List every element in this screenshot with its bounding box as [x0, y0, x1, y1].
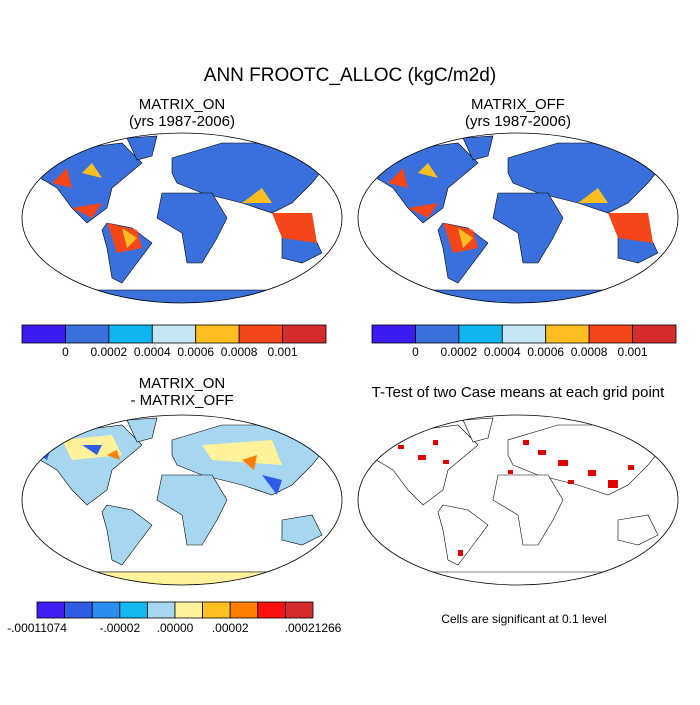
panel-title: MATRIX_ON — [139, 375, 225, 392]
colorbar-box — [108, 324, 153, 344]
panel-subtitle: - MATRIX_OFF — [130, 392, 233, 409]
colorbar-label: 0.001 — [618, 345, 648, 359]
colorbar-box — [501, 324, 547, 344]
map-panel — [21, 132, 343, 304]
map-panel — [357, 132, 679, 304]
panel-subtitle: (yrs 1987-2006) — [129, 113, 235, 130]
colorbar-label: 0.0002 — [441, 345, 478, 359]
colorbar-label: .00000 — [157, 621, 194, 635]
map-panel — [357, 414, 679, 586]
colorbar-box — [21, 324, 66, 344]
colorbar-box — [238, 324, 283, 344]
colorbar-box — [371, 324, 416, 344]
colorbar-box — [119, 601, 148, 619]
figure-title: ANN FROOTC_ALLOC (kgC/m2d) — [204, 65, 496, 86]
colorbar-label: 0.0004 — [134, 345, 171, 359]
colorbar-box — [174, 601, 204, 619]
colorbar-box — [588, 324, 633, 344]
colorbar-box — [284, 601, 314, 619]
colorbar-label: 0.001 — [268, 345, 298, 359]
colorbar-label: 0.0002 — [91, 345, 128, 359]
colorbar-label: 0.0008 — [221, 345, 258, 359]
colorbar-box — [36, 601, 66, 619]
significance-note: Cells are significant at 0.1 level — [441, 612, 606, 626]
colorbar-box — [64, 601, 93, 619]
colorbar-box — [415, 324, 460, 344]
colorbar-box — [146, 601, 176, 619]
panel-subtitle: (yrs 1987-2006) — [465, 113, 571, 130]
colorbar-label: 0.0006 — [527, 345, 564, 359]
colorbar-box — [91, 601, 121, 619]
colorbar-label: 0.0006 — [177, 345, 214, 359]
colorbar-label: -.00011074 — [7, 621, 67, 635]
colorbar-box — [458, 324, 503, 344]
panel-title: MATRIX_OFF — [471, 96, 565, 113]
colorbar-label: .00002 — [212, 621, 249, 635]
colorbar-label: 0 — [412, 345, 419, 359]
colorbar-label: 0.0008 — [571, 345, 608, 359]
map-panel — [21, 414, 343, 586]
panel-title: MATRIX_ON — [139, 96, 225, 113]
colorbar-label: -.00002 — [99, 621, 140, 635]
colorbar-label: 0.0004 — [484, 345, 521, 359]
panel-title: T-Test of two Case means at each grid po… — [372, 384, 665, 401]
colorbar-box — [229, 601, 259, 619]
colorbar-box — [195, 324, 240, 344]
colorbar-box — [545, 324, 590, 344]
colorbar-box — [151, 324, 197, 344]
colorbar-label: .00021266 — [285, 621, 342, 635]
colorbar-label: 0 — [62, 345, 69, 359]
colorbar-box — [202, 601, 231, 619]
colorbar-box — [65, 324, 110, 344]
colorbar-box — [257, 601, 286, 619]
colorbar-box — [282, 324, 327, 344]
colorbar-box — [632, 324, 677, 344]
